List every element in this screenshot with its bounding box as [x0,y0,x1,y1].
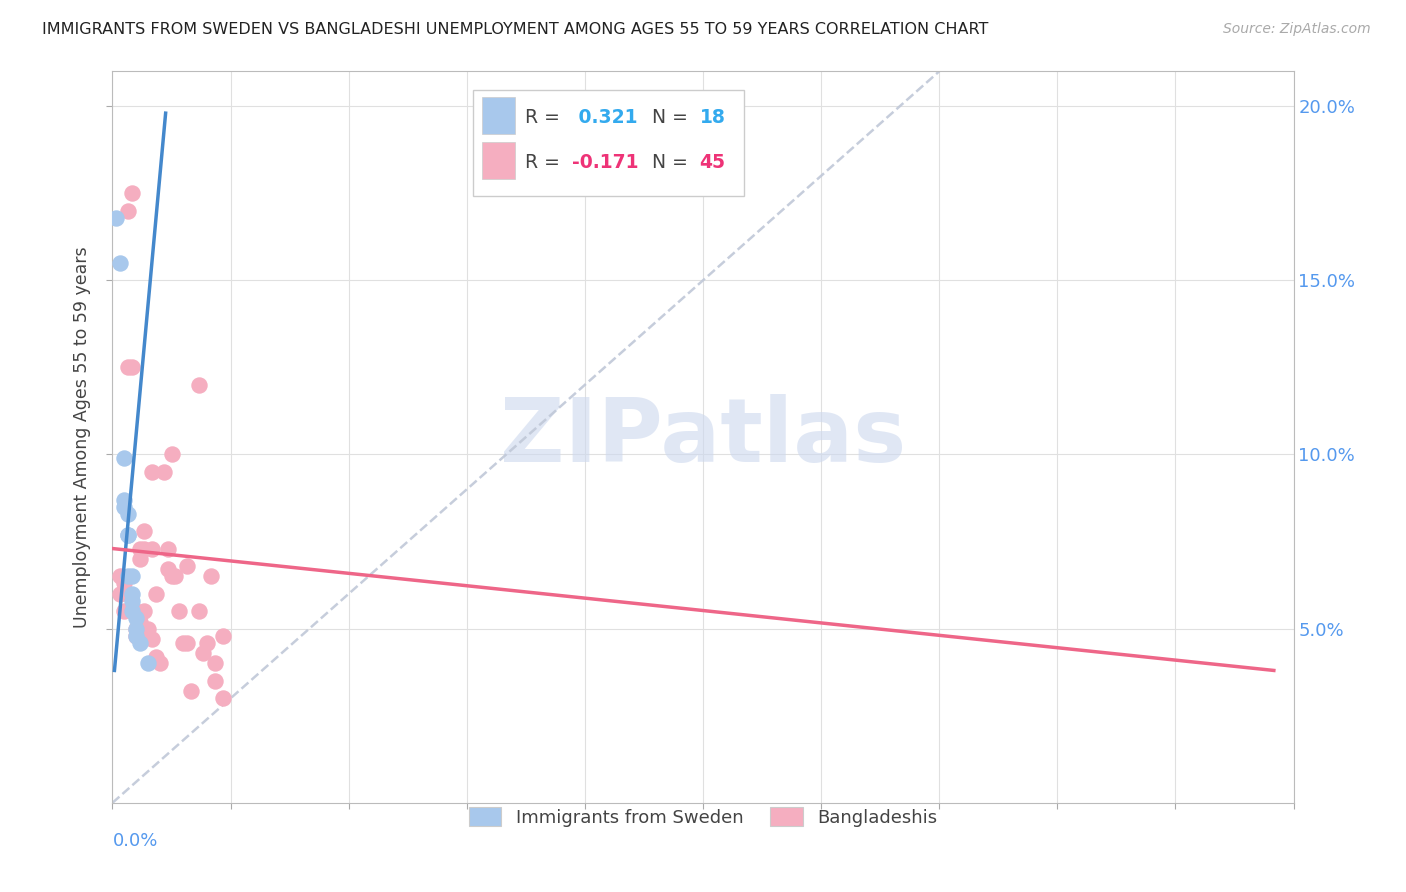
FancyBboxPatch shape [482,97,515,134]
Point [132,604,155,618]
Point [145,587,167,601]
Point [125,611,148,625]
Point [110,256,132,270]
Text: 0.0%: 0.0% [112,832,157,850]
Point [152,465,174,479]
Point [121,569,143,583]
Text: 0.321: 0.321 [572,108,637,127]
Point [121,360,143,375]
Point [160,448,183,462]
Text: Source: ZipAtlas.com: Source: ZipAtlas.com [1223,22,1371,37]
Point [129,552,152,566]
Text: R =: R = [524,108,565,127]
Point [188,377,211,392]
Text: N =: N = [640,153,695,172]
Point [160,569,183,583]
Point [121,186,143,201]
Point [117,203,139,218]
Text: 18: 18 [699,108,725,127]
Point [117,587,139,601]
Text: -0.171: -0.171 [572,153,638,172]
FancyBboxPatch shape [482,143,515,179]
Point [195,635,218,649]
Point [141,632,163,646]
Point [180,684,202,698]
Text: N =: N = [640,108,695,127]
Point [200,569,222,583]
Point [141,541,163,556]
Point [117,527,139,541]
Point [125,622,148,636]
Point [112,576,135,591]
Point [117,569,139,583]
Point [110,569,132,583]
Point [204,673,226,688]
Point [172,635,194,649]
Point [136,622,159,636]
Point [125,604,148,618]
Point [132,524,155,538]
Point [105,211,128,225]
Point [204,657,226,671]
Text: 45: 45 [699,153,725,172]
Point [121,587,143,601]
Point [156,541,179,556]
Point [191,646,214,660]
Point [117,527,139,541]
Point [145,649,167,664]
Point [129,635,152,649]
Point [129,615,152,629]
Point [165,569,187,583]
Point [112,492,135,507]
Point [112,500,135,514]
Point [121,604,143,618]
Point [125,622,148,636]
Point [211,629,233,643]
Point [121,594,143,608]
Point [117,507,139,521]
Point [125,629,148,643]
Point [110,587,132,601]
Point [132,541,155,556]
Point [136,657,159,671]
Point [169,604,191,618]
Point [156,562,179,576]
Point [117,360,139,375]
Text: ZIPatlas: ZIPatlas [501,393,905,481]
Point [176,558,198,573]
Text: IMMIGRANTS FROM SWEDEN VS BANGLADESHI UNEMPLOYMENT AMONG AGES 55 TO 59 YEARS COR: IMMIGRANTS FROM SWEDEN VS BANGLADESHI UN… [42,22,988,37]
Point [129,541,152,556]
Point [141,465,163,479]
Legend: Immigrants from Sweden, Bangladeshis: Immigrants from Sweden, Bangladeshis [461,800,945,834]
Point [176,635,198,649]
Y-axis label: Unemployment Among Ages 55 to 59 years: Unemployment Among Ages 55 to 59 years [73,246,91,628]
Point [112,604,135,618]
Point [112,450,135,465]
Point [188,604,211,618]
Point [149,657,172,671]
Point [125,629,148,643]
FancyBboxPatch shape [472,90,744,195]
Point [211,691,233,706]
Text: R =: R = [524,153,565,172]
